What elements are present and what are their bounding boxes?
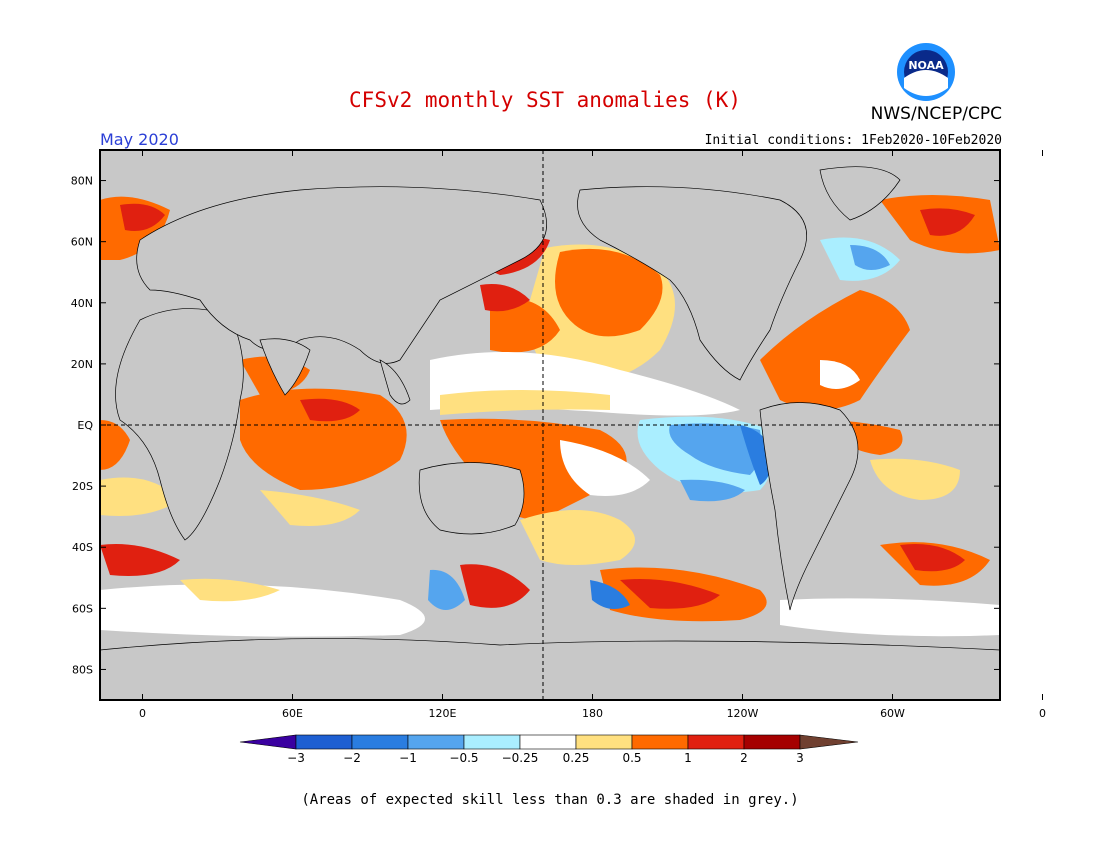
anomaly-patches	[100, 195, 1000, 637]
colorbar-segment	[743, 734, 801, 750]
initial-conditions: Initial conditions: 1Feb2020-10Feb2020	[704, 133, 1002, 148]
lon-tick-label: 120W	[727, 707, 759, 720]
lat-tick-label: 20N	[71, 358, 93, 371]
lat-tick-label: 40S	[72, 541, 93, 554]
colorbar-min-arrow	[239, 734, 297, 750]
lon-tick-label: 60E	[282, 707, 303, 720]
colorbar-segment	[687, 734, 745, 750]
colorbar-segment	[631, 734, 689, 750]
lat-tick-label: 40N	[71, 297, 93, 310]
noaa-logo: NOAA	[897, 43, 955, 101]
forecast-month: May 2020	[100, 130, 179, 149]
lat-tick-label: 60N	[71, 236, 93, 249]
latitude-axis: 80N 60N 40N 20N EQ 20S 40S 60S 80S	[71, 175, 1000, 676]
logo-text: NOAA	[908, 59, 944, 72]
colorbar-tick-label: −2	[343, 751, 361, 765]
chart-title: CFSv2 monthly SST anomalies (K)	[349, 88, 741, 112]
lon-tick-label: 60W	[880, 707, 905, 720]
colorbar-tick-label: 1	[684, 751, 692, 765]
colorbar-segment	[295, 734, 353, 750]
colorbar: −3 −2 −1 −0.5 −0.25 0.25 0.5 1 2 3	[239, 734, 859, 765]
colorbar-segment	[575, 734, 633, 750]
lon-tick-label: 0	[1039, 707, 1046, 720]
lon-tick-label: 180	[582, 707, 603, 720]
lat-tick-label: 20S	[72, 480, 93, 493]
colorbar-segment	[407, 734, 465, 750]
colorbar-max-arrow	[799, 734, 859, 750]
colorbar-tick-label: 0.5	[622, 751, 641, 765]
colorbar-segment	[351, 734, 409, 750]
land	[100, 166, 1000, 700]
colorbar-segment	[463, 734, 521, 750]
lat-tick-label: EQ	[77, 419, 93, 432]
lon-tick-label: 120E	[429, 707, 457, 720]
colorbar-tick-label: −0.5	[449, 751, 478, 765]
colorbar-tick-label: −1	[399, 751, 417, 765]
colorbar-tick-label: 0.25	[563, 751, 590, 765]
colorbar-tick-label: 3	[796, 751, 804, 765]
agency-label: NWS/NCEP/CPC	[870, 104, 1002, 124]
lon-tick-label: 0	[139, 707, 146, 720]
lat-tick-label: 80S	[72, 663, 93, 676]
colorbar-tick-label: −3	[287, 751, 305, 765]
lat-tick-label: 80N	[71, 175, 93, 188]
colorbar-tick-label: 2	[740, 751, 748, 765]
longitude-axis: 0 60E 120E 180 120W 60W 0	[139, 150, 1046, 720]
skill-footnote: (Areas of expected skill less than 0.3 a…	[301, 792, 799, 808]
colorbar-tick-label: −0.25	[502, 751, 539, 765]
lat-tick-label: 60S	[72, 602, 93, 615]
colorbar-segment	[519, 734, 577, 750]
